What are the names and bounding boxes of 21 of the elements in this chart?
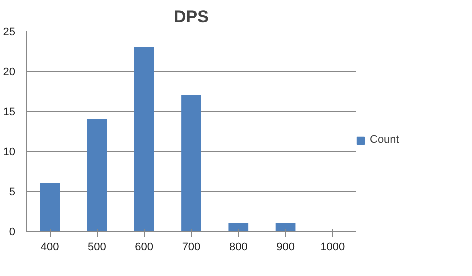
bar <box>228 223 249 232</box>
y-tick-label: 15 <box>3 106 16 118</box>
x-tick-label: 800 <box>229 242 248 254</box>
bar <box>182 95 202 232</box>
y-tick-label: 25 <box>3 26 16 38</box>
x-tick-label: 700 <box>182 242 201 254</box>
x-tick-label: 900 <box>276 242 295 254</box>
y-tick-label: 20 <box>3 66 16 78</box>
y-tick-label: 10 <box>3 146 16 158</box>
chart-title: DPS <box>174 8 209 26</box>
bar <box>40 183 60 232</box>
bar <box>276 223 296 232</box>
x-tick-label: 500 <box>88 242 106 254</box>
bar <box>87 119 108 232</box>
x-tick-label: 400 <box>40 242 60 254</box>
y-tick-label: 0 <box>9 226 16 238</box>
bar <box>134 47 154 232</box>
y-tick-label: 5 <box>9 186 16 198</box>
x-tick-label: 600 <box>135 242 154 254</box>
legend-label: Count <box>370 134 400 146</box>
x-tick-label: 1000 <box>320 242 346 254</box>
